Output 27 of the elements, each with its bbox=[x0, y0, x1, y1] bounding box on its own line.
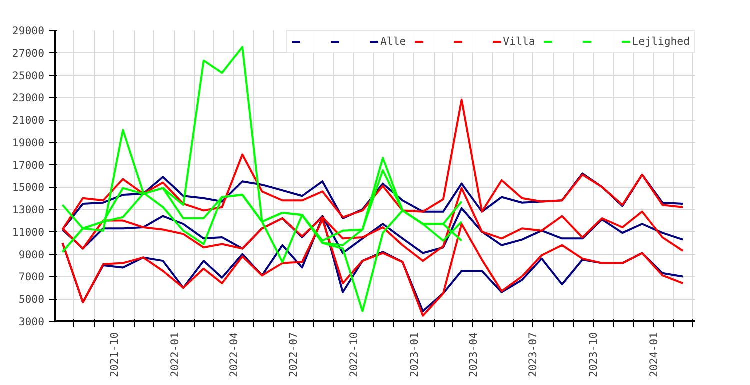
y-tick-label: 23000 bbox=[12, 92, 44, 105]
y-tick-label: 17000 bbox=[12, 158, 44, 172]
x-tick-label: 2023-10 bbox=[587, 332, 600, 378]
y-tick-label: 21000 bbox=[12, 114, 44, 128]
y-tick-label: 29000 bbox=[12, 24, 44, 38]
x-tick-label: 2022-10 bbox=[348, 332, 361, 378]
legend-label: Lejlighed bbox=[632, 35, 690, 48]
x-tick-label: 2022-04 bbox=[227, 332, 240, 378]
x-tick-label: 2023-01 bbox=[408, 332, 421, 378]
y-tick-label: 27000 bbox=[12, 46, 44, 60]
y-tick-label: 19000 bbox=[12, 136, 44, 150]
y-tick-label: 11000 bbox=[12, 226, 44, 239]
x-tick-label: 2024-01 bbox=[647, 332, 660, 378]
y-tick-label: 13000 bbox=[12, 204, 44, 217]
y-tick-label: 7000 bbox=[18, 270, 45, 284]
y-tick-label: 9000 bbox=[18, 248, 45, 262]
y-tick-label: 25000 bbox=[12, 69, 44, 82]
legend-label: Villa bbox=[503, 35, 536, 48]
x-tick-label: 2023-04 bbox=[466, 332, 480, 378]
x-tick-label: 2023-07 bbox=[526, 332, 540, 378]
y-tick-label: 15000 bbox=[12, 181, 44, 194]
x-tick-label: 2022-01 bbox=[168, 332, 182, 378]
legend-label: Alle bbox=[380, 35, 406, 48]
y-tick-label: 5000 bbox=[18, 293, 45, 306]
y-tick-label: 3000 bbox=[18, 316, 45, 328]
x-tick-label: 2021-10 bbox=[108, 332, 121, 378]
x-tick-label: 2022-07 bbox=[287, 332, 300, 378]
